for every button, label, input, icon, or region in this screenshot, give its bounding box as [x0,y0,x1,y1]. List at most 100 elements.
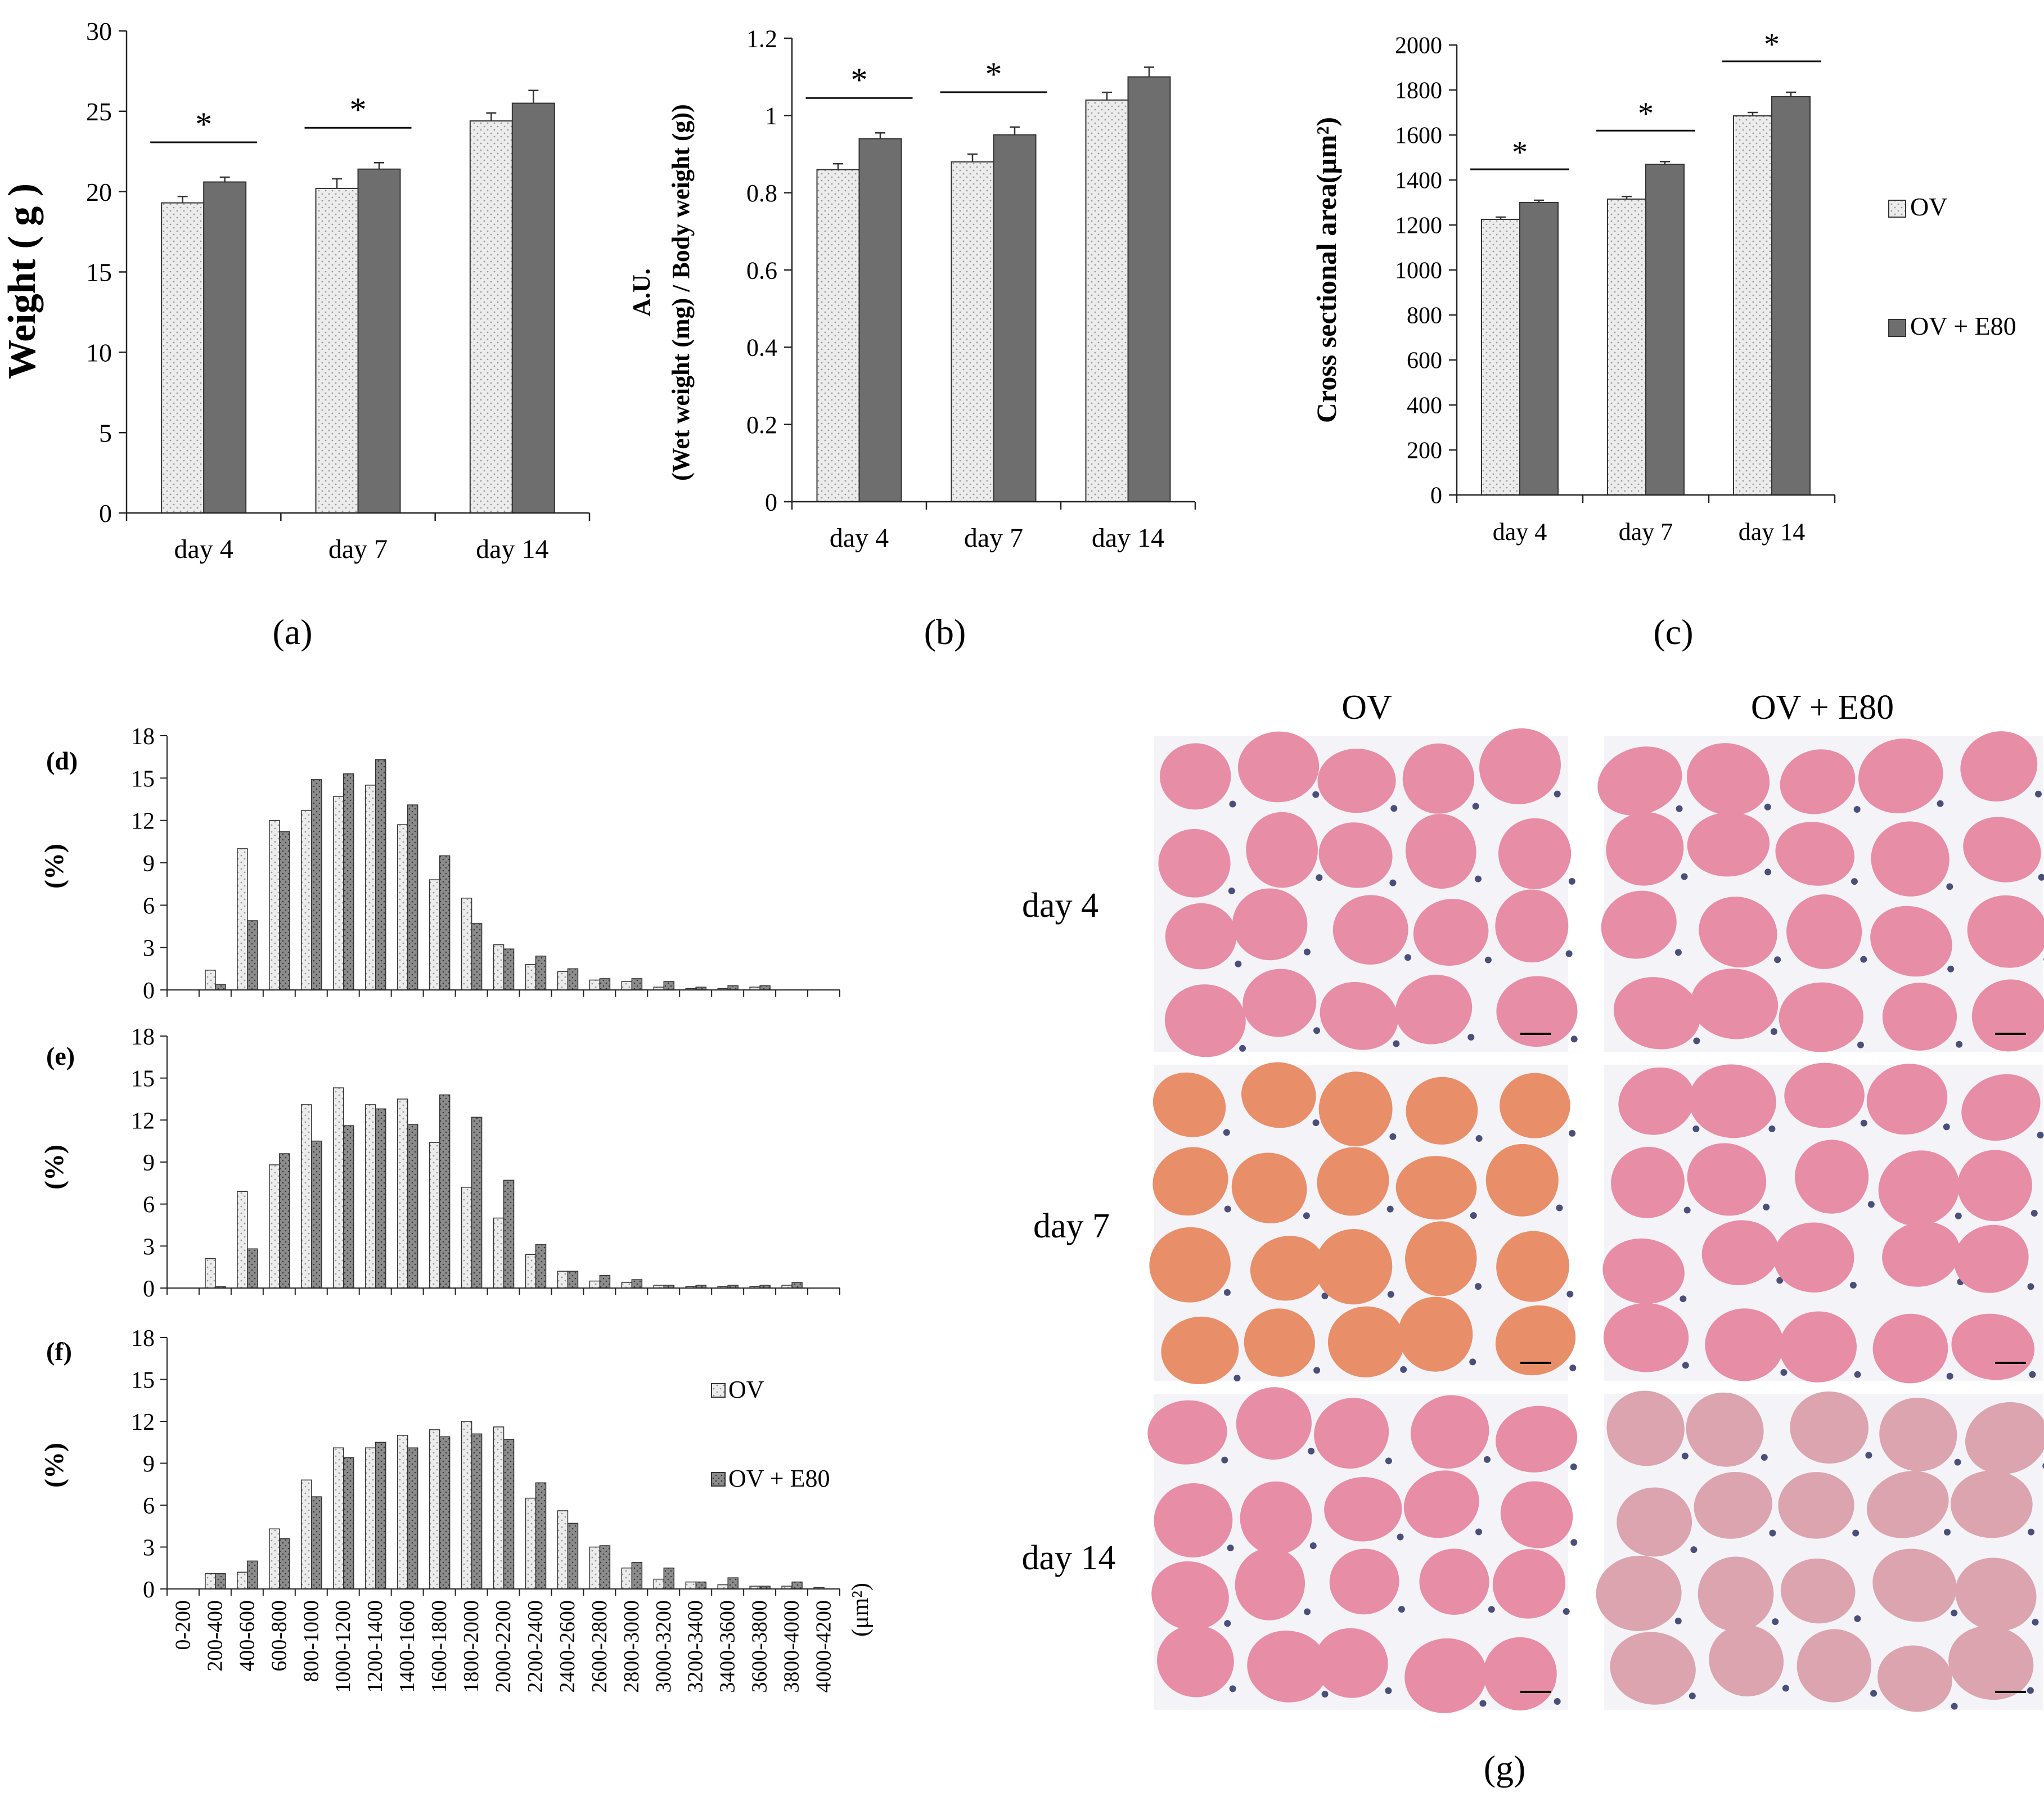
nucleus [1680,1295,1687,1303]
chart-e-ylabel: (%) [39,1145,69,1190]
chart-f-xtick-label: 2200-2400 [524,1600,547,1693]
nucleus [1570,1035,1578,1043]
chart-f-bar-ov-15 [653,1578,665,1590]
chart-f-bar-e80-7 [407,1447,418,1590]
nucleus [1776,1277,1784,1284]
chart-f-bar-e80-6 [375,1442,386,1590]
chart-d-ytick-label: 3 [143,936,155,962]
chart-c-ytick-label: 0 [1430,483,1442,509]
chart-b-ytick-label: 0.2 [746,411,777,439]
chart-e-bar-e80-19 [791,1282,803,1289]
nucleus [1951,1609,1958,1617]
muscle-fiber [1406,1077,1478,1145]
chart-a-ytick-label: 10 [86,338,112,367]
nucleus [1569,1365,1577,1372]
muscle-fiber [1237,731,1320,803]
nucleus [1474,875,1482,883]
chart-d-bar-e80-4 [311,779,322,990]
nucleus [1849,1281,1857,1289]
chart-d-bar-e80-1 [215,984,226,990]
muscle-fiber [1485,1143,1559,1217]
muscle-fiber [1314,1398,1389,1469]
chart-a-bar-e80-2 [511,102,555,514]
chart-f-bar-e80-1 [215,1573,226,1590]
nucleus [1853,806,1861,813]
chart-d-bar-ov-3 [269,820,280,990]
chart-b-bar-ov-1 [951,161,994,502]
chart-f-xtick-label: 2800-3000 [620,1600,643,1693]
nucleus [1488,1606,1495,1613]
chart-d-bar-e80-6 [375,759,386,990]
nucleus [1956,1041,1963,1048]
muscle-fiber [1786,894,1862,969]
nucleus [1321,1293,1329,1300]
nucleus [1475,1528,1483,1536]
chart-f-xtick-label: 1400-1600 [395,1600,419,1693]
nucleus [1470,1212,1477,1219]
muscle-fiber [1694,1472,1772,1539]
chart-e-ytick-label: 3 [143,1234,155,1260]
chart-d-bar-e80-5 [343,773,354,990]
legend-hist-ov-label: OV [728,1376,764,1403]
muscle-fiber [1152,1147,1228,1216]
muscle-fiber [1318,1071,1393,1147]
chart-f-bar-e80-11 [535,1482,547,1590]
chart-c-ytick-label: 200 [1407,438,1442,464]
chart-f-bar-e80-14 [631,1562,643,1590]
muscle-fiber [1953,1224,2029,1293]
nucleus [1467,1034,1475,1041]
nucleus [2027,1283,2034,1290]
chart-f-bar-e80-5 [343,1457,354,1590]
chart-d-bar-ov-13 [589,979,601,990]
chart-f-ytick-label: 18 [131,1326,155,1352]
chart-c-xtick-label: day 7 [1619,518,1673,546]
muscle-fiber [1314,1229,1393,1305]
muscle-fiber [1241,1062,1316,1128]
nucleus [1955,1212,1962,1219]
chart-f-xtick-label: 3200-3400 [684,1600,708,1693]
nucleus [1389,1133,1397,1140]
nucleus [1228,887,1235,894]
chart-f-xunit: (μm²) [848,1583,874,1637]
chart-d-bar-ov-10 [493,944,505,990]
nucleus [1309,1542,1317,1550]
chart-d-bar-e80-11 [535,955,547,990]
muscle-fiber [1866,1471,1949,1538]
chart-a-ytick-label: 30 [86,17,112,46]
muscle-fiber [1244,1308,1316,1377]
muscle-fiber [1965,1402,2044,1475]
chart-e-bar-e80-12 [567,1271,579,1289]
chart-e-bar-e80-8 [439,1094,451,1289]
nucleus [1870,1690,1878,1697]
chart-f-xtick-label: 1200-1400 [363,1600,387,1693]
muscle-fiber [1960,731,2038,802]
chart-f-bar-ov-16 [685,1581,696,1590]
chart-d-bar-e80-15 [663,981,675,990]
nucleus [1681,873,1688,880]
chart-d-bar-e80-9 [471,923,483,990]
chart-e-bar-ov-14 [621,1282,633,1289]
chart-d-bar-ov-8 [429,879,440,990]
chart-e-bar-ov-6 [364,1104,376,1289]
legend-top-e80-label: OV + E80 [1910,312,2016,340]
chart-b-panel-label: (b) [924,612,966,652]
chart-d-bar-ov-4 [301,810,312,990]
nucleus [1852,1529,1860,1537]
nucleus [1390,805,1398,812]
chart-f-xtick-label: 1800-2000 [460,1600,483,1693]
chart-c-bar-ov-0 [1481,219,1520,496]
chart-f-bar-ov-12 [557,1510,569,1590]
nucleus [1483,1456,1491,1463]
chart-a-ytick-label: 15 [86,258,112,287]
nucleus [1233,1375,1241,1382]
chart-e-bar-ov-9 [461,1187,472,1289]
micrograph-tile-1 [1597,731,2044,1052]
muscle-fiber [1870,906,1952,977]
micrograph-tile-2 [1149,1062,1577,1385]
muscle-fiber [1779,1311,1857,1383]
muscle-fiber [1963,817,2041,883]
nucleus [1570,1539,1578,1546]
nucleus [1774,956,1781,963]
muscle-fiber [1882,983,1957,1051]
muscle-fiber [1405,1221,1477,1296]
